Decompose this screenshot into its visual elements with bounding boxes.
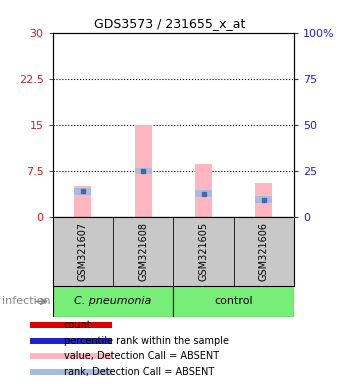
Text: GSM321607: GSM321607 (78, 222, 88, 281)
Text: GSM321606: GSM321606 (259, 222, 269, 281)
Bar (135, 125, 152, 217)
Bar (74, 188, 91, 195)
Text: GDS3573 / 231655_x_at: GDS3573 / 231655_x_at (94, 17, 246, 30)
Bar (195, 190, 212, 197)
Bar (135, 167, 152, 174)
Bar (255, 183, 272, 217)
Text: percentile rank within the sample: percentile rank within the sample (64, 336, 229, 346)
Bar (74, 186, 91, 217)
Bar (30, 369, 112, 375)
Bar (30, 322, 112, 328)
Text: GSM321605: GSM321605 (199, 222, 208, 281)
Text: C. pneumonia: C. pneumonia (74, 296, 152, 306)
Bar (173, 286, 294, 317)
Text: infection: infection (2, 296, 50, 306)
Bar (30, 353, 112, 359)
Bar (173, 217, 234, 286)
Bar (30, 338, 112, 344)
Bar (255, 196, 272, 203)
Bar (234, 217, 294, 286)
Text: rank, Detection Call = ABSENT: rank, Detection Call = ABSENT (64, 367, 214, 377)
Bar (195, 164, 212, 217)
Text: control: control (215, 296, 253, 306)
Bar (53, 217, 113, 286)
Text: GSM321608: GSM321608 (138, 222, 148, 281)
Bar (53, 286, 173, 317)
Bar (113, 217, 173, 286)
Text: count: count (64, 320, 91, 330)
Text: value, Detection Call = ABSENT: value, Detection Call = ABSENT (64, 351, 219, 361)
